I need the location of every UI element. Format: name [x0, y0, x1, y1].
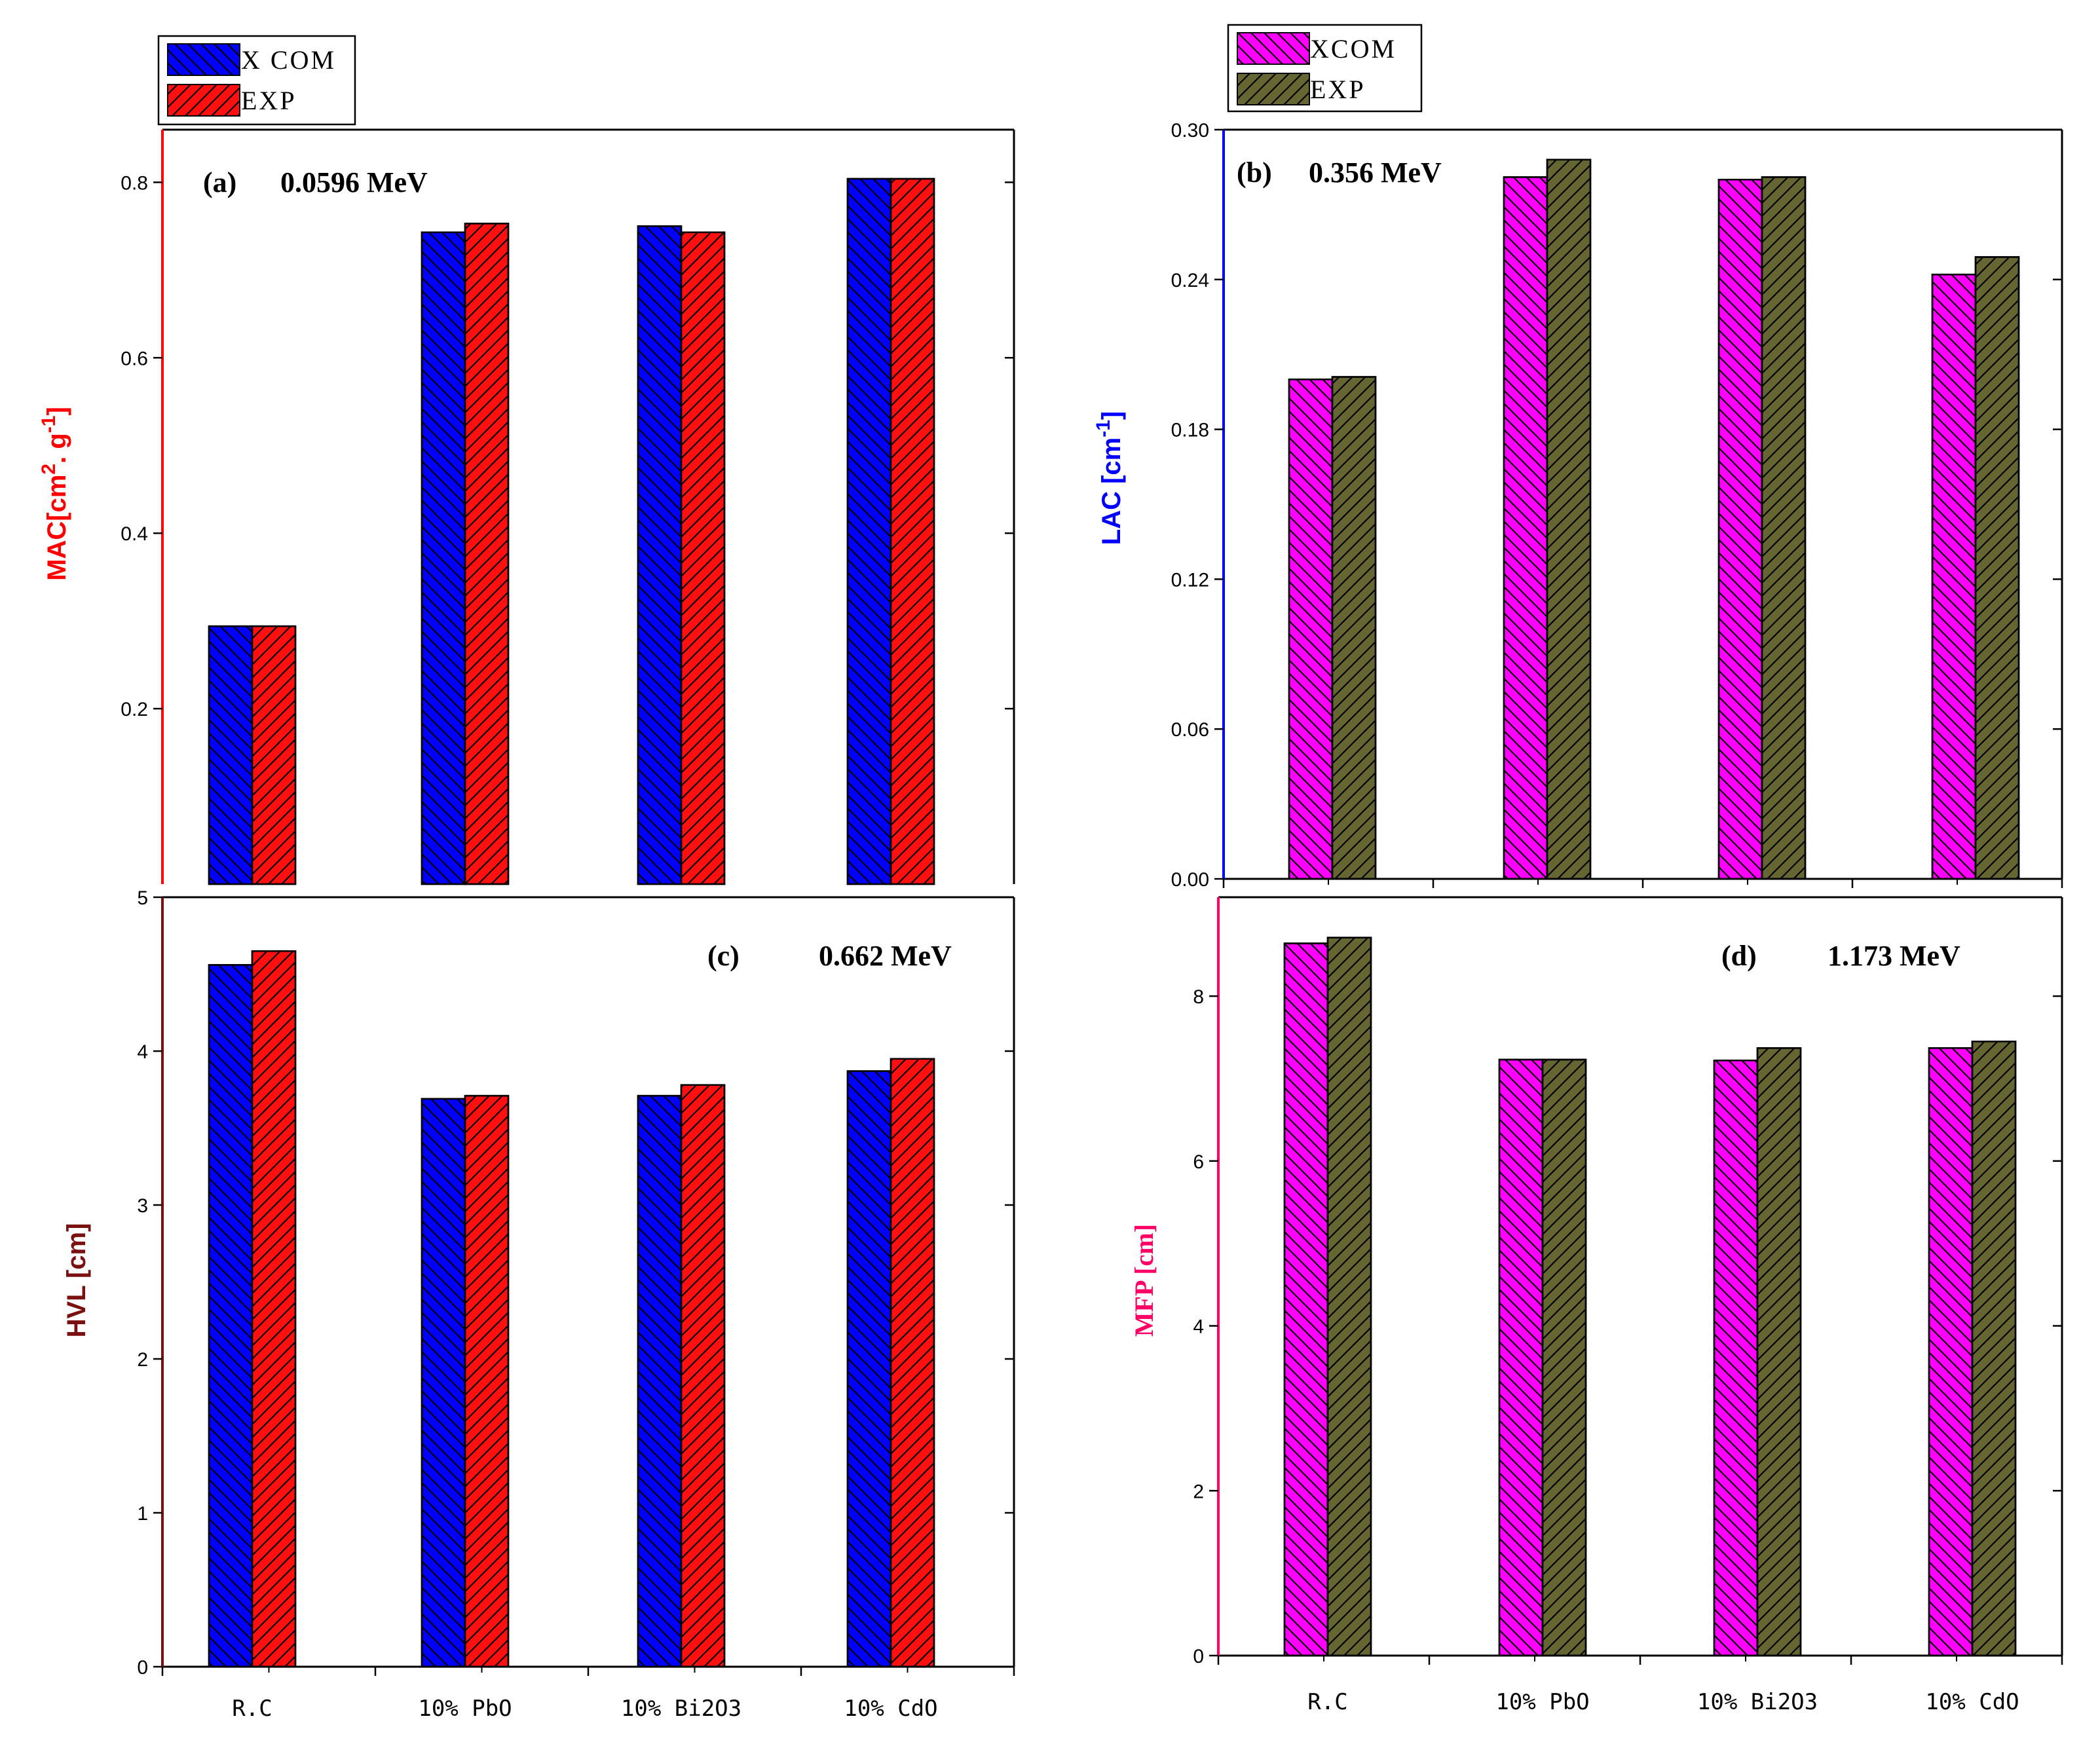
legend-label-exp: EXP — [1310, 75, 1366, 104]
y-tick-label: 0.06 — [1171, 719, 1209, 741]
bar-hatch-xcom-0 — [1288, 379, 1334, 880]
bar-hatch-xcom-3 — [846, 1070, 892, 1668]
legend-label-exp: EXP — [241, 86, 297, 115]
y-tick-label: 1 — [137, 1503, 148, 1525]
y-tick-label: 0.24 — [1171, 270, 1209, 291]
legend-swatch-hatch-xcom — [167, 43, 240, 76]
bar-hatch-xcom-3 — [846, 177, 892, 885]
y-tick-label: 0.12 — [1171, 569, 1209, 591]
bar-hatch-exp-2 — [1761, 176, 1807, 880]
bar-hatch-exp-3 — [890, 177, 935, 885]
y-tick-label: 2 — [137, 1349, 148, 1371]
bar-hatch-xcom-3 — [1931, 273, 1977, 880]
y-tick-label: 0.00 — [1171, 869, 1209, 891]
bar-hatch-exp-0 — [251, 950, 297, 1668]
category-label-3: 10% CdO — [1925, 1689, 2019, 1715]
legend-swatch-hatch-exp — [167, 84, 240, 117]
panel-label: (c) — [707, 940, 740, 972]
y-tick-label: 0.18 — [1171, 420, 1209, 441]
y-tick-label: 3 — [137, 1195, 148, 1217]
y-tick-label: 4 — [137, 1041, 148, 1063]
bar-hatch-xcom-1 — [421, 1098, 466, 1668]
bar-hatch-xcom-2 — [637, 225, 683, 885]
bar-hatch-exp-1 — [1541, 1058, 1587, 1657]
bar-hatch-xcom-2 — [637, 1094, 683, 1668]
legend-label-xcom: XCOM — [1310, 34, 1397, 64]
y-tick-label: 0 — [137, 1657, 148, 1679]
panel-label: (d) — [1721, 940, 1757, 972]
panel-b: 0.00 0.06 0.12 0.18 0.24 0.30 (b) 0.356 MeV LAC … — [1093, 24, 2063, 891]
bar-hatch-xcom-1 — [421, 231, 466, 885]
y-tick-label: 0.8 — [121, 172, 148, 194]
y-tick-label: 0.30 — [1171, 120, 1209, 141]
panel-a: 0.2 0.4 0.6 0.8 (a) 0.0596 MeV MAC[cm2. g-1] X … — [38, 35, 1015, 885]
energy-label: 0.0596 MeV — [280, 166, 428, 198]
energy-label: 0.356 MeV — [1309, 157, 1442, 189]
y-tick-label: 0.2 — [121, 699, 148, 720]
y-axis-label: LAC [cm-1] — [1093, 411, 1126, 545]
bar-hatch-exp-1 — [1546, 158, 1592, 880]
bar-hatch-exp-3 — [1974, 256, 2020, 880]
legend-swatch-hatch-exp — [1237, 73, 1310, 105]
energy-label: 1.173 MeV — [1828, 940, 1960, 972]
bar-hatch-xcom-0 — [1283, 942, 1329, 1657]
bar-hatch-exp-3 — [1971, 1041, 2017, 1657]
category-label-0: R.C — [232, 1696, 272, 1722]
bar-hatch-xcom-0 — [208, 964, 253, 1668]
bar-hatch-exp-2 — [680, 1084, 726, 1668]
legend: X COM EXP — [157, 35, 356, 126]
y-tick-label: 8 — [1193, 986, 1204, 1008]
category-label-2: 10% Bi2O3 — [621, 1696, 741, 1722]
y-axis-label: MFP [cm] — [1129, 1224, 1159, 1337]
y-axis-label: HVL [cm] — [62, 1223, 91, 1338]
y-tick-label: 0 — [1193, 1646, 1204, 1667]
panel-label: (b) — [1237, 157, 1272, 189]
category-label-3: 10% CdO — [844, 1696, 937, 1722]
panel-label: (a) — [203, 166, 236, 198]
bar-hatch-xcom-2 — [1713, 1059, 1759, 1657]
energy-label: 0.662 MeV — [819, 940, 952, 972]
bar-hatch-exp-0 — [1331, 376, 1377, 880]
y-axis-label: MAC[cm2. g-1] — [38, 407, 71, 581]
bar-hatch-xcom-3 — [1928, 1047, 1974, 1657]
legend-label-xcom: X COM — [241, 45, 336, 75]
category-label-2: 10% Bi2O3 — [1697, 1689, 1818, 1715]
panel-d: 0 2 4 6 8 R.C 10% PbO 10% Bi2O3 10% CdO (d) 1.173 … — [1129, 896, 2063, 1715]
bar-hatch-exp-3 — [890, 1058, 935, 1668]
legend-swatch-hatch-xcom — [1237, 32, 1310, 65]
panel-c: 0 1 2 3 4 5 R.C 10% PbO 10% Bi2O3 10% CdO (c) 0.662… — [62, 887, 1015, 1722]
y-tick-label: 6 — [1193, 1151, 1204, 1173]
bar-hatch-exp-1 — [464, 1094, 510, 1668]
bar-hatch-exp-1 — [464, 223, 510, 885]
bar-hatch-exp-2 — [1756, 1047, 1802, 1657]
bar-hatch-exp-0 — [1326, 937, 1372, 1657]
y-tick-label: 0.6 — [121, 348, 148, 369]
bar-hatch-exp-2 — [680, 231, 726, 885]
y-tick-label: 4 — [1193, 1316, 1204, 1338]
bar-hatch-xcom-0 — [208, 625, 253, 885]
category-label-1: 10% PbO — [1495, 1689, 1589, 1715]
bar-hatch-xcom-1 — [1503, 176, 1548, 880]
category-label-1: 10% PbO — [418, 1696, 512, 1722]
y-tick-label: 0.4 — [121, 523, 148, 545]
y-tick-label: 5 — [137, 887, 148, 909]
legend: XCOM EXP — [1227, 24, 1423, 113]
bar-hatch-exp-0 — [251, 625, 297, 885]
bar-hatch-xcom-2 — [1717, 179, 1763, 880]
category-label-0: R.C — [1307, 1689, 1347, 1715]
y-tick-label: 2 — [1193, 1481, 1204, 1502]
bar-hatch-xcom-1 — [1498, 1058, 1544, 1657]
